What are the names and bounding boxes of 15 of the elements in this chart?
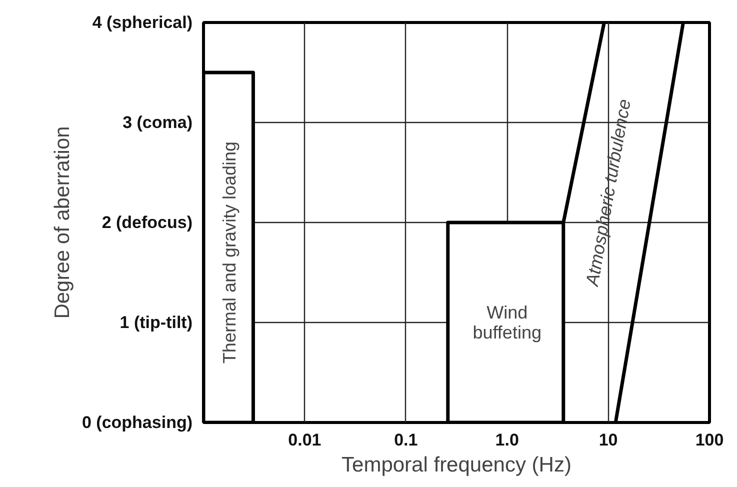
x-axis-title: Temporal frequency (Hz) [342, 454, 572, 476]
x-tick-label: 10 [598, 430, 618, 450]
x-tick-label: 100 [695, 430, 724, 450]
annotation: Wind buffeting [472, 302, 542, 342]
x-tick-label: 1.0 [495, 430, 519, 450]
annotation: Thermal and gravity loading [219, 141, 240, 364]
x-tick-label: 0.01 [288, 430, 322, 450]
y-tick-label: 2 (defocus) [102, 213, 193, 232]
x-tick-label: 0.1 [394, 430, 418, 450]
y-tick-label: 0 (cophasing) [82, 413, 193, 432]
y-tick-label: 3 (coma) [122, 113, 193, 132]
annotation: Atmospheric turbulence [582, 98, 635, 288]
y-tick-label: 4 (spherical) [92, 13, 193, 32]
y-tick-label: 1 (tip-tilt) [120, 313, 193, 332]
y-axis-title: Degree of aberration [50, 126, 74, 319]
